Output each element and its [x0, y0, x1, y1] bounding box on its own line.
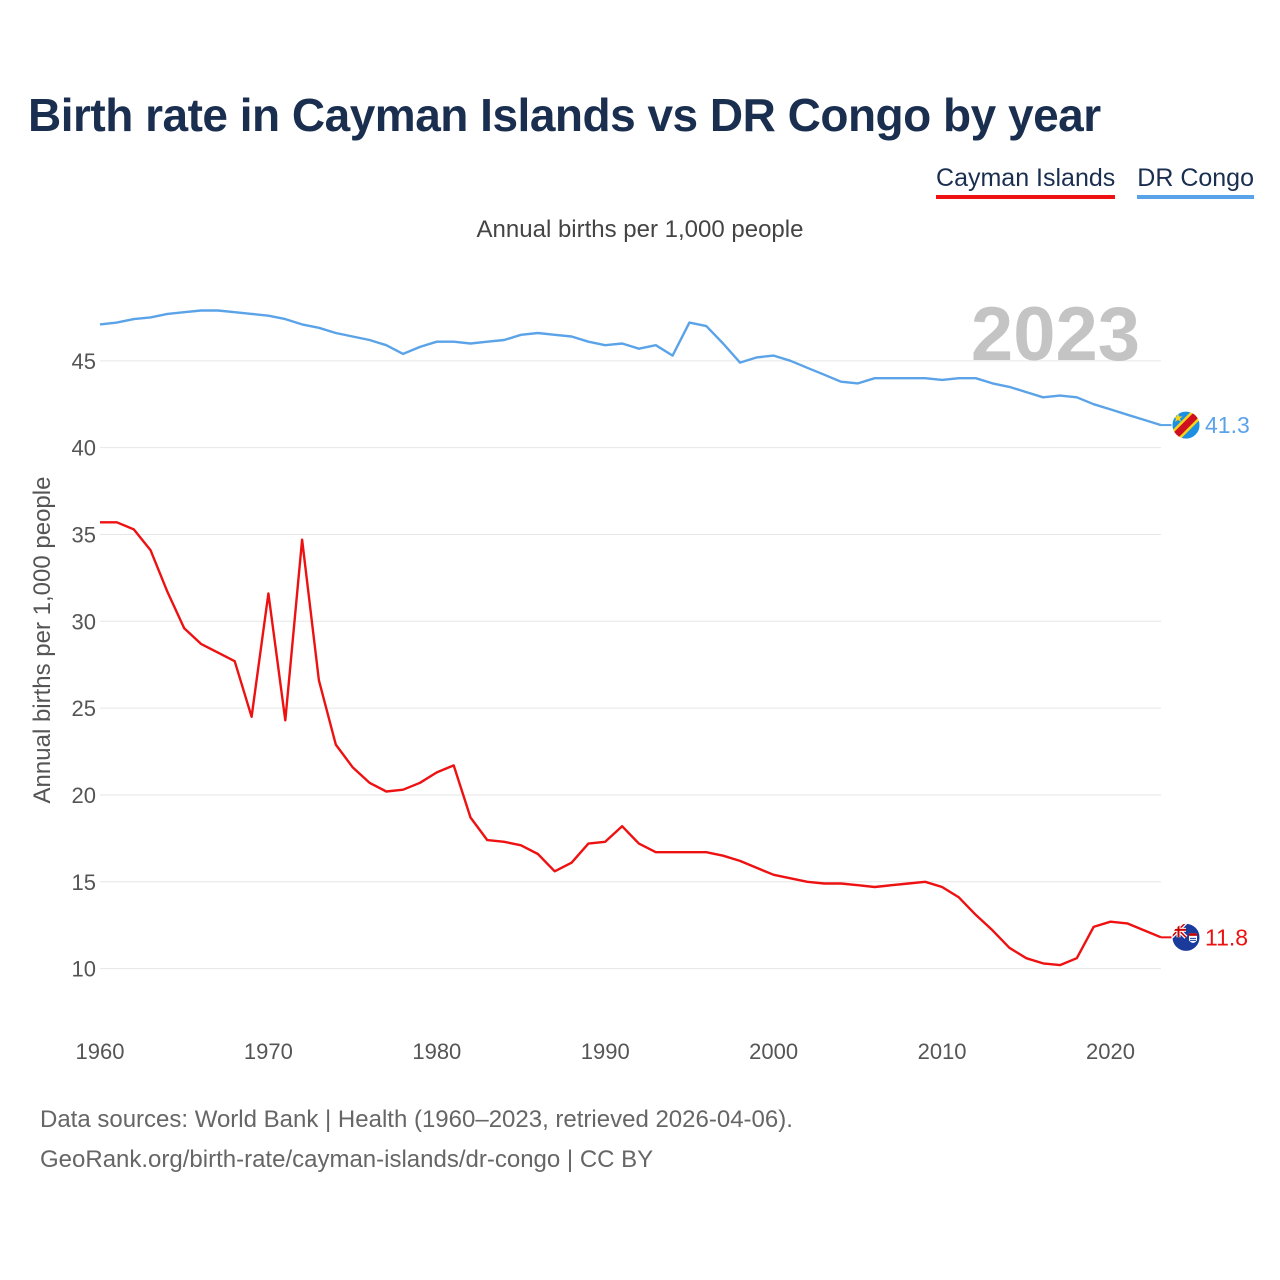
y-tick-label: 45 [72, 349, 96, 374]
x-tick-label: 1990 [581, 1039, 630, 1064]
y-tick-label: 35 [72, 522, 96, 547]
chart-subtitle: Annual births per 1,000 people [476, 216, 804, 243]
x-tick-label: 2000 [749, 1039, 798, 1064]
y-tick-label: 20 [72, 783, 96, 808]
x-tick-label: 1960 [76, 1039, 125, 1064]
year-watermark: 2023 [971, 292, 1140, 377]
y-tick-label: 10 [72, 957, 96, 982]
series-line-cayman-islands [100, 521, 1162, 967]
legend: Cayman Islands DR Congo [936, 164, 1254, 199]
gridlines [100, 360, 1161, 970]
legend-item-cayman-islands[interactable]: Cayman Islands [936, 164, 1116, 199]
x-tick-label: 2010 [918, 1039, 967, 1064]
series-line-dr-congo [99, 309, 1162, 427]
y-tick-label: 40 [72, 436, 96, 461]
footer-sources: Data sources: World Bank | Health (1960–… [40, 1106, 793, 1133]
series-end-markers [1171, 410, 1201, 952]
y-axis-ticks: 10 15 20 25 30 35 40 45 [72, 349, 96, 982]
cayman-islands-flag-icon [1171, 922, 1201, 952]
x-tick-label: 1980 [412, 1039, 461, 1064]
chart-title: Birth rate in Cayman Islands vs DR Congo… [28, 89, 1101, 141]
footer-attribution: GeoRank.org/birth-rate/cayman-islands/dr… [40, 1146, 654, 1173]
dr-congo-end-value: 41.3 [1205, 412, 1250, 438]
dr-congo-flag-icon [1171, 410, 1201, 440]
legend-item-dr-congo[interactable]: DR Congo [1137, 164, 1254, 199]
y-tick-label: 15 [72, 870, 96, 895]
y-tick-label: 30 [72, 609, 96, 634]
y-tick-label: 25 [72, 696, 96, 721]
x-tick-label: 2020 [1086, 1039, 1135, 1064]
series-lines [99, 309, 1177, 967]
y-axis-label: Annual births per 1,000 people [29, 477, 56, 804]
x-tick-label: 1970 [244, 1039, 293, 1064]
x-axis-ticks: 1960 1970 1980 1990 2000 2010 2020 [76, 1039, 1135, 1064]
cayman-islands-end-value: 11.8 [1205, 924, 1248, 950]
